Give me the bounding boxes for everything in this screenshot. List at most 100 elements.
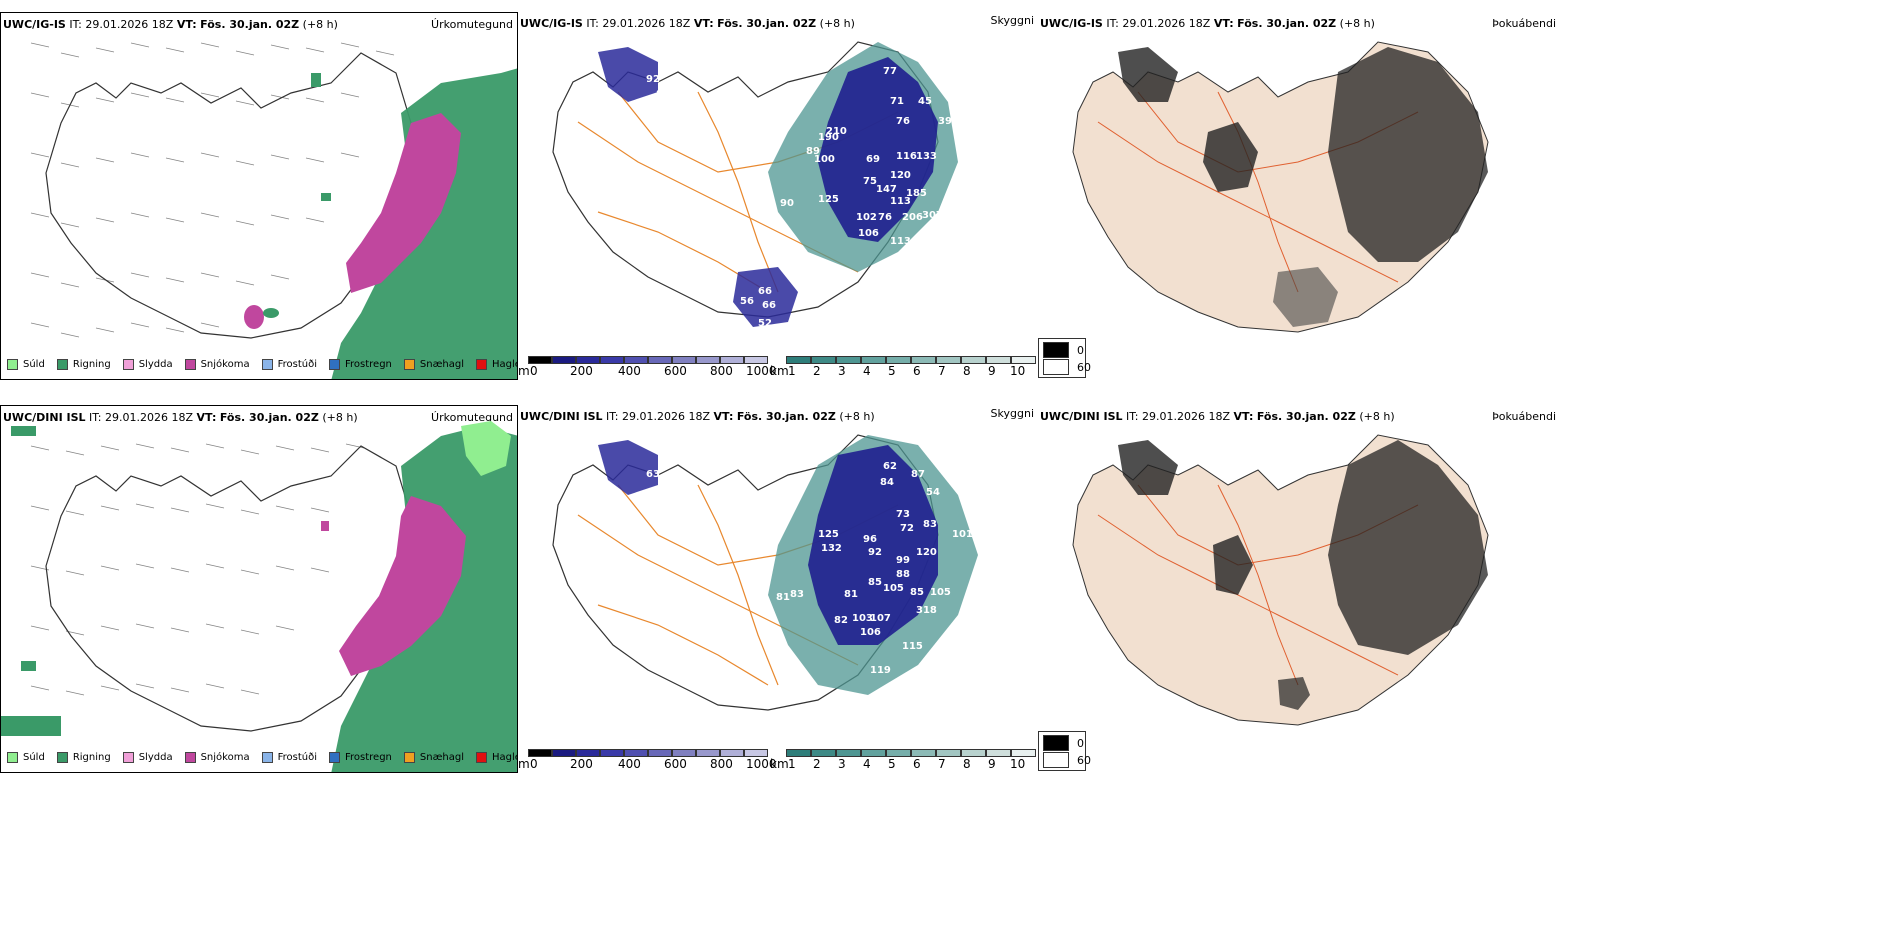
fog-dark-nw (1118, 440, 1178, 495)
visibility-tick: 1 (788, 364, 796, 378)
legend-item-sleet: Slydda (122, 359, 173, 370)
visibility-tick: 8 (963, 757, 971, 771)
visibility-cell (961, 356, 986, 364)
rain-patch-3 (311, 73, 321, 87)
legend-item-hail: Haglél (476, 359, 517, 370)
visibility-tick: 2 (813, 364, 821, 378)
cloud-value: 82 (834, 615, 848, 626)
panel-product-label: Skyggni (990, 14, 1034, 27)
cloud-value: 84 (656, 89, 670, 100)
fog-indicator-panel-top: UWC/IG-IS IT: 29.01.2026 18Z VT: Fös. 30… (1038, 12, 1560, 380)
height-cell (600, 356, 624, 364)
visibility-cell (861, 356, 886, 364)
precip-map (30, 42, 517, 379)
drizzle-area (461, 421, 511, 476)
legend-swatch (184, 752, 196, 763)
cloud-height-values: 92 84 77 71 45 76 39 98 210 100 89 69 11… (646, 66, 962, 329)
model-name: UWC/IG-IS (1040, 17, 1103, 30)
cloud-value: 113 (890, 196, 911, 207)
cloud-value: 76 (878, 212, 892, 223)
legend-label: Slydda (138, 359, 173, 370)
legend-label: Rigning (72, 752, 111, 763)
cloud-value: 63 (646, 469, 660, 480)
cloud-value: 133 (916, 151, 937, 162)
legend-label: Snjókoma (200, 359, 250, 370)
visibility-tick: 10 (1010, 757, 1026, 771)
vt-label: VT: (713, 410, 734, 423)
cloud-value: 120 (916, 547, 937, 558)
height-tick: 1000 (746, 757, 777, 771)
cloud-value: 307 (922, 210, 943, 221)
fog-dark-center (1213, 535, 1253, 595)
legend-item-snow-pellets: Snæhagl (403, 359, 465, 370)
cloud-value: 71 (890, 96, 904, 107)
cloud-value: 92 (868, 547, 882, 558)
fog-dark-east (1328, 47, 1488, 262)
legend-label: Snjókoma (200, 752, 250, 763)
height-tick: 800 (710, 364, 733, 378)
height-tick: 200 (570, 757, 593, 771)
legend-item-freezing-rain: Frostregn (329, 359, 392, 370)
it-label: IT: (606, 410, 619, 423)
cloud-value: 85 (868, 577, 882, 588)
fog-scale: 0 60 (1038, 731, 1091, 771)
fog-scale-label: 0 (1077, 736, 1084, 750)
cloud-value: 76 (896, 116, 910, 127)
cloud-value: 125 (818, 529, 839, 540)
cloud-value: 87 (911, 469, 925, 480)
cloud-area-dark (808, 445, 938, 645)
rain-patch (263, 308, 279, 318)
fog-scale-row: 0 (1043, 342, 1084, 358)
panel-product-label: Úrkomutegund (431, 18, 513, 31)
it-value: 29.01.2026 18Z (1122, 17, 1211, 30)
legend-swatch (261, 359, 273, 370)
height-cell (600, 749, 624, 757)
fog-swatch (1043, 735, 1069, 751)
height-unit: m (518, 757, 530, 771)
cloud-value: 81 (776, 592, 790, 603)
legend-item-freezing-drizzle: Frostúði (261, 359, 317, 370)
fog-swatch (1043, 359, 1069, 375)
snow-patch (244, 305, 264, 329)
fog-scale-row: 0 (1043, 735, 1084, 751)
visibility-cell (811, 749, 836, 757)
height-tick: 1000 (746, 364, 777, 378)
panel-header: UWC/IG-IS IT: 29.01.2026 18Z VT: Fös. 30… (520, 17, 855, 30)
fog-dark-south (1278, 677, 1310, 710)
legend-label: Frostúði (277, 359, 317, 370)
cloud-value: 54 (926, 487, 940, 498)
visibility-cell (886, 749, 911, 757)
precip-map (1, 421, 517, 772)
cloud-value: 75 (863, 176, 877, 187)
height-cell (720, 749, 744, 757)
visibility-tick: 5 (888, 757, 896, 771)
visibility-cell (961, 749, 986, 757)
legend-label: Frostregn (345, 359, 392, 370)
legend-swatch (122, 752, 134, 763)
visibility-cell (811, 356, 836, 364)
it-label: IT: (1126, 410, 1139, 423)
lead-time: (+8 h) (302, 18, 338, 31)
model-name: UWC/DINI ISL (520, 410, 603, 423)
height-tick: 800 (710, 757, 733, 771)
visibility-cell (936, 356, 961, 364)
height-cell (576, 749, 600, 757)
legend-swatch (56, 752, 68, 763)
legend-item-freezing-rain: Frostregn (329, 752, 392, 763)
legend-item-freezing-drizzle: Frostúði (261, 752, 317, 763)
cloud-value: 106 (858, 228, 879, 239)
legend-item-snow: Snjókoma (184, 752, 250, 763)
height-cell (624, 356, 648, 364)
legend-label: Snæhagl (419, 359, 465, 370)
legend-label: Súld (23, 359, 45, 370)
cloud-area-south (733, 267, 798, 327)
panel-product-label: Úrkomutegund (431, 411, 513, 424)
panel-product-label: Þokuábendi (1492, 17, 1556, 30)
cloud-visibility-panel-bottom: UWC/DINI ISL IT: 29.01.2026 18Z VT: Fös.… (518, 405, 1038, 773)
cloud-value: 72 (900, 523, 914, 534)
cloud-value: 98 (773, 122, 787, 133)
vt-label: VT: (176, 18, 197, 31)
wind-barbs (30, 42, 395, 338)
precip-type-panel-top: UWC/IG-IS IT: 29.01.2026 18Z VT: Fös. 30… (0, 12, 518, 380)
it-label: IT: (69, 18, 82, 31)
